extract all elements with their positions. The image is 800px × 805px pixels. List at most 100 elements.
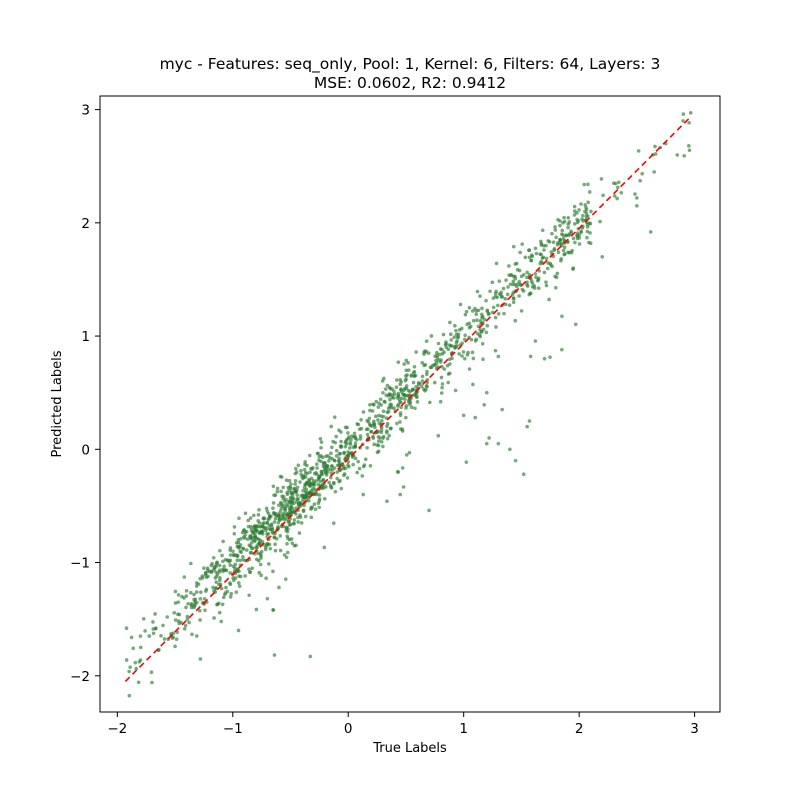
data-point xyxy=(353,444,357,449)
data-point xyxy=(427,400,432,405)
data-point xyxy=(258,562,263,567)
data-point xyxy=(471,318,476,323)
data-point xyxy=(357,466,362,471)
data-point xyxy=(284,555,289,560)
data-point xyxy=(405,393,410,398)
data-point xyxy=(440,352,445,356)
data-point xyxy=(479,330,484,334)
data-point xyxy=(328,455,332,460)
data-point xyxy=(361,410,366,414)
data-point xyxy=(290,541,295,546)
data-point xyxy=(441,332,446,337)
data-point xyxy=(299,521,304,525)
data-point xyxy=(195,600,199,605)
data-point xyxy=(455,338,459,343)
data-point xyxy=(389,403,394,407)
data-point xyxy=(353,441,358,445)
data-point xyxy=(254,545,259,550)
data-point xyxy=(480,315,485,319)
data-point xyxy=(572,222,577,226)
data-point xyxy=(277,585,281,590)
data-point xyxy=(635,196,639,200)
data-point xyxy=(615,196,619,201)
data-point xyxy=(540,228,545,233)
data-point xyxy=(581,213,585,218)
data-point xyxy=(533,246,538,251)
data-point xyxy=(332,458,337,463)
data-point xyxy=(396,394,401,399)
data-point xyxy=(391,396,396,400)
data-point xyxy=(501,286,506,291)
data-point xyxy=(337,459,341,463)
data-point xyxy=(264,543,269,548)
data-point xyxy=(271,484,276,489)
data-point xyxy=(385,499,389,504)
data-point xyxy=(324,485,328,489)
data-point xyxy=(599,177,604,181)
data-point xyxy=(242,536,247,540)
data-point xyxy=(176,600,181,604)
data-point xyxy=(475,331,480,336)
data-point xyxy=(381,414,386,419)
data-point xyxy=(222,564,226,569)
data-point xyxy=(248,516,253,520)
data-point xyxy=(467,325,472,330)
data-point xyxy=(319,440,324,444)
data-point xyxy=(288,496,293,501)
data-point xyxy=(220,602,225,607)
data-point xyxy=(525,280,529,285)
data-point xyxy=(566,225,570,230)
data-point xyxy=(561,236,566,241)
data-point xyxy=(454,328,458,333)
data-point xyxy=(525,284,530,288)
data-point xyxy=(302,467,307,472)
data-point xyxy=(528,354,533,359)
data-point xyxy=(586,200,590,205)
data-point xyxy=(496,303,500,308)
data-point xyxy=(444,342,448,346)
data-point xyxy=(294,488,299,493)
data-point xyxy=(381,444,385,449)
data-point xyxy=(246,518,251,523)
data-point xyxy=(534,251,539,256)
data-point xyxy=(487,436,491,440)
data-point xyxy=(247,593,251,598)
data-point xyxy=(640,171,644,176)
data-point xyxy=(529,279,534,283)
data-point xyxy=(278,534,283,538)
data-point xyxy=(265,526,269,531)
chart-subtitle: MSE: 0.0602, R2: 0.9412 xyxy=(314,74,506,92)
x-tick-label: −1 xyxy=(223,721,243,737)
data-point xyxy=(241,547,246,551)
data-point xyxy=(482,317,487,322)
data-point xyxy=(401,485,406,489)
data-point xyxy=(511,290,516,295)
data-point xyxy=(262,516,267,521)
data-point xyxy=(572,204,577,209)
data-point xyxy=(161,623,165,628)
data-point xyxy=(481,357,485,362)
data-point xyxy=(213,576,218,580)
data-point xyxy=(356,459,360,464)
data-point xyxy=(496,354,501,359)
data-point xyxy=(332,480,336,485)
data-point xyxy=(558,223,562,228)
data-point xyxy=(228,553,233,557)
data-point xyxy=(474,337,479,342)
data-point xyxy=(522,272,526,277)
data-point xyxy=(383,400,387,404)
data-point xyxy=(343,444,348,449)
data-point xyxy=(505,292,510,297)
data-point xyxy=(223,591,228,595)
data-point xyxy=(174,637,179,641)
data-point xyxy=(373,414,378,419)
data-point xyxy=(276,525,280,529)
data-point xyxy=(136,680,141,685)
data-point xyxy=(399,405,403,410)
data-point xyxy=(322,545,327,550)
data-point xyxy=(344,439,348,444)
data-point xyxy=(243,533,247,537)
data-point xyxy=(268,546,273,551)
data-point xyxy=(253,533,257,538)
data-point xyxy=(422,352,426,356)
